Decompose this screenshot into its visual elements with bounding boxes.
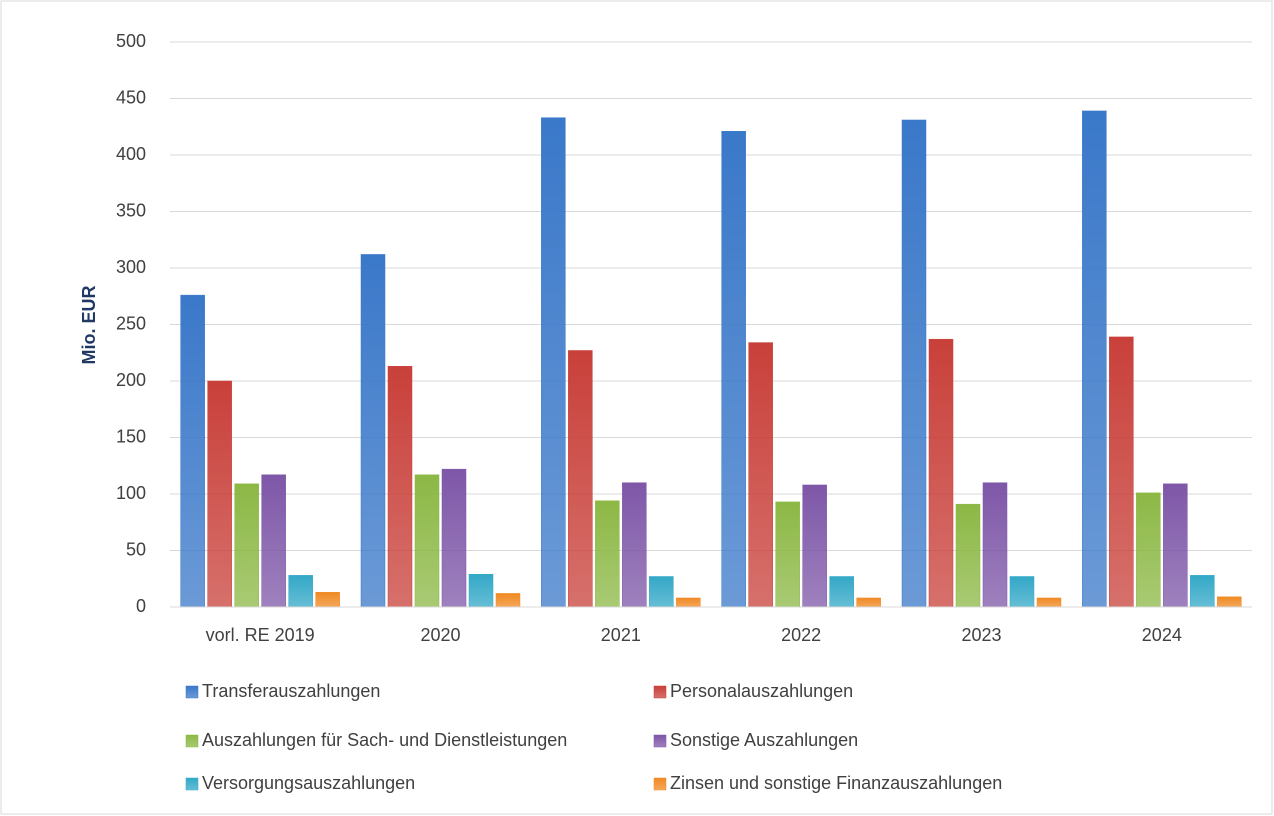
bar [1136, 492, 1161, 608]
y-tick-label: 450 [116, 87, 146, 107]
bar [1109, 336, 1134, 608]
bar [829, 576, 854, 608]
bar [901, 119, 927, 608]
bar [180, 294, 205, 608]
legend-swatch [185, 685, 199, 699]
y-tick-label: 500 [116, 31, 146, 51]
bar [856, 597, 881, 608]
bar [721, 131, 746, 608]
bar [288, 575, 313, 608]
bar [1163, 483, 1188, 608]
bar [387, 366, 413, 608]
legend-label: Sonstige Auszahlungen [670, 730, 858, 750]
x-tick-label: 2020 [420, 625, 460, 645]
bar [649, 576, 674, 608]
y-tick-label: 0 [136, 596, 146, 616]
bar [468, 573, 494, 608]
legend-label: Versorgungsauszahlungen [202, 773, 415, 793]
bar [1009, 576, 1035, 608]
bar [541, 117, 566, 608]
legend-label: Transferauszahlungen [202, 681, 380, 701]
y-axis-title: Mio. EUR [79, 286, 99, 365]
x-tick-label: 2023 [961, 625, 1001, 645]
bar [622, 482, 647, 608]
bar [234, 483, 259, 608]
x-tick-label: 2022 [781, 625, 821, 645]
x-tick-label: vorl. RE 2019 [206, 625, 315, 645]
y-tick-label: 50 [126, 539, 146, 559]
bar [955, 503, 981, 608]
bar [315, 592, 340, 608]
x-tick-label: 2021 [601, 625, 641, 645]
bar [568, 350, 593, 608]
bar [1036, 597, 1062, 608]
y-tick-label: 400 [116, 144, 146, 164]
bar [360, 254, 386, 608]
bar [441, 468, 467, 608]
y-tick-label: 250 [116, 313, 146, 333]
bar [1190, 575, 1215, 608]
legend-swatch [185, 734, 199, 748]
legend-label: Auszahlungen für Sach- und Dienstleistun… [202, 730, 567, 750]
bar [414, 474, 440, 608]
bar [676, 597, 701, 608]
bar [928, 338, 954, 608]
legend-label: Personalauszahlungen [670, 681, 853, 701]
legend-swatch [653, 777, 667, 791]
bar [982, 482, 1008, 608]
legend-swatch [185, 777, 199, 791]
y-tick-label: 300 [116, 257, 146, 277]
y-tick-label: 100 [116, 483, 146, 503]
y-tick-label: 200 [116, 370, 146, 390]
legend-label: Zinsen und sonstige Finanzauszahlungen [670, 773, 1002, 793]
x-tick-label: 2024 [1142, 625, 1182, 645]
bar [802, 484, 827, 608]
bar [1217, 596, 1242, 608]
bar [748, 342, 773, 608]
legend-swatch [653, 734, 667, 748]
y-tick-label: 350 [116, 200, 146, 220]
bar [1082, 110, 1107, 608]
bar [775, 501, 800, 608]
y-tick-label: 150 [116, 426, 146, 446]
legend-swatch [653, 685, 667, 699]
bar [495, 593, 521, 608]
bar [595, 500, 620, 608]
bar [207, 380, 232, 608]
bar [261, 474, 286, 608]
